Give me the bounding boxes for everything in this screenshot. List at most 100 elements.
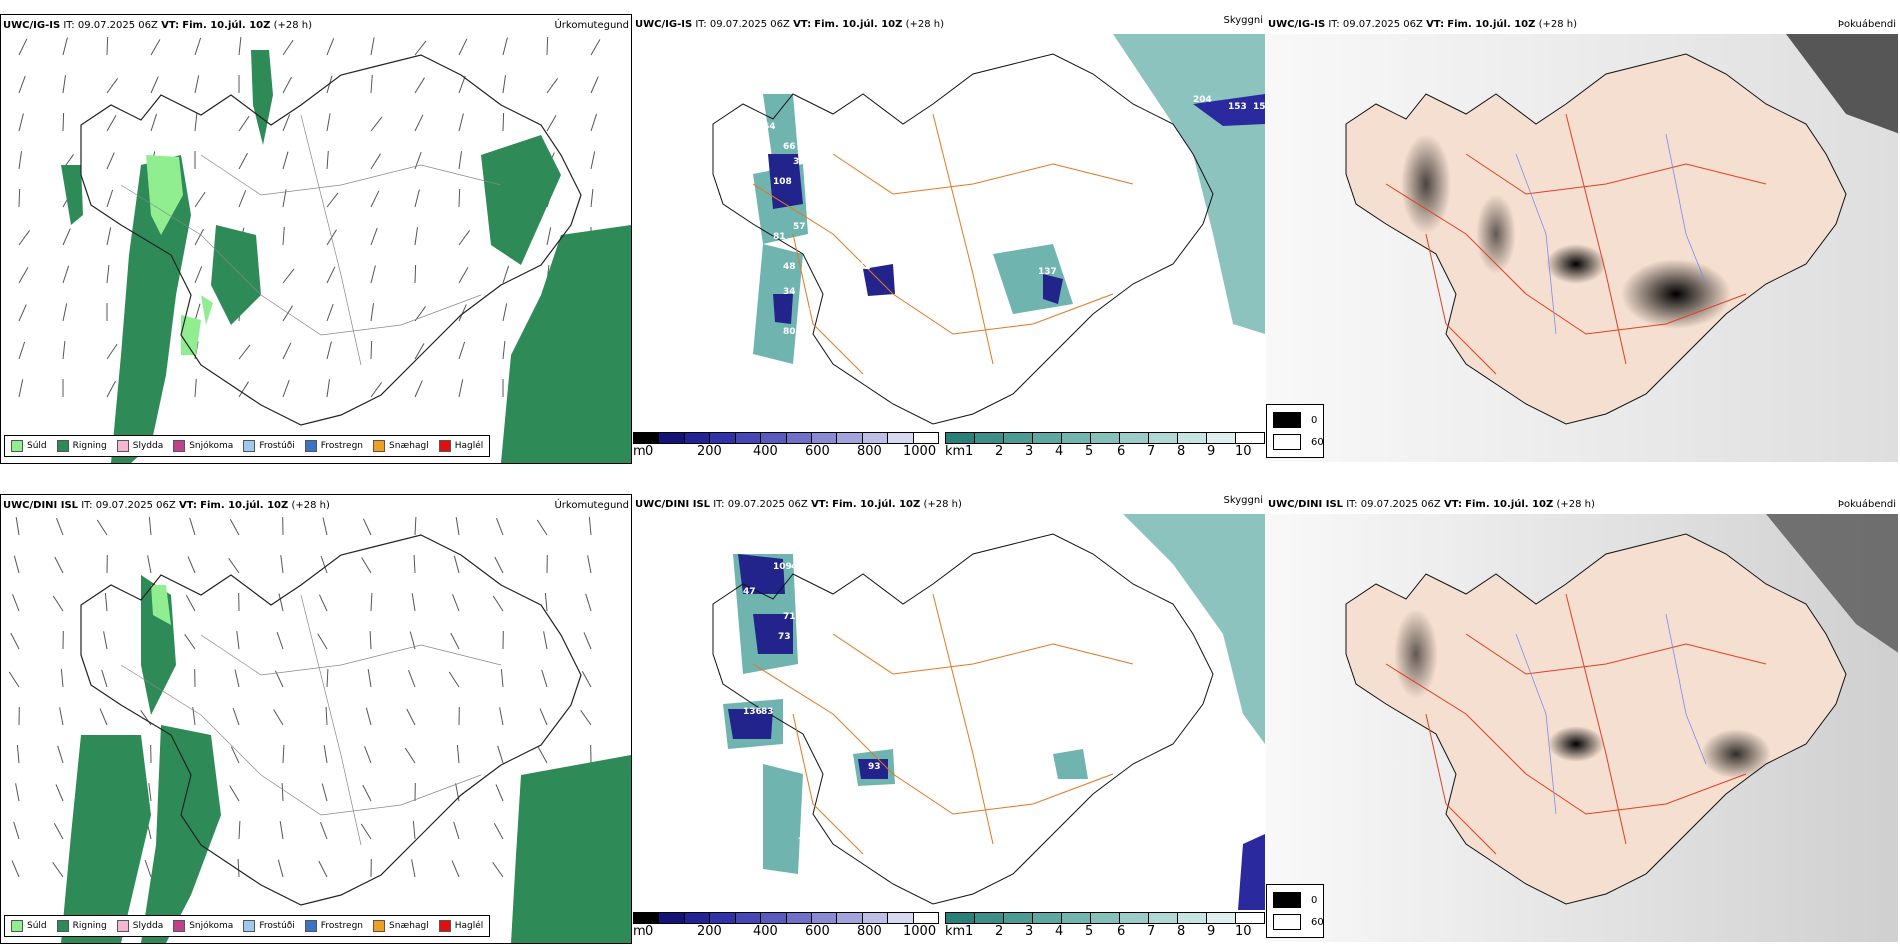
valid-time: Fim. 10.júl. 10Z xyxy=(200,500,289,511)
wind-barb xyxy=(282,744,285,764)
wind-barb xyxy=(278,593,284,612)
wind-barb xyxy=(502,75,506,94)
wind-barb xyxy=(326,668,329,688)
wind-barb xyxy=(238,381,249,398)
wind-barb xyxy=(52,862,64,878)
wind-barb xyxy=(581,671,592,688)
panel-header: UWC/IG-IS IT: 09.07.2025 06Z VT: Fim. 10… xyxy=(1268,18,1896,32)
visibility-value-label: 70 xyxy=(928,249,941,259)
vis-low-patches xyxy=(728,554,888,779)
fog-legend-swatch xyxy=(1273,892,1301,908)
legend-label: Súld xyxy=(27,921,47,931)
wind-barb xyxy=(414,77,425,94)
wind-barb xyxy=(458,113,464,132)
wind-barb xyxy=(588,517,592,536)
legend-label: Snjókoma xyxy=(189,441,234,451)
wind-barb xyxy=(52,595,64,612)
colorbar-step xyxy=(1062,433,1091,443)
wind-barb xyxy=(8,671,20,688)
wind-barb xyxy=(502,112,505,132)
wind-barb xyxy=(150,113,158,132)
wind-barb xyxy=(238,344,251,360)
colorbar-step xyxy=(1149,433,1178,443)
colorbar-step xyxy=(1178,433,1207,443)
wind-barb xyxy=(280,555,284,574)
legend-swatch xyxy=(438,920,451,932)
wind-barb xyxy=(13,555,20,574)
visibility-tick: 4 xyxy=(1055,444,1064,459)
visibility-value-label: 93 xyxy=(868,762,881,772)
init-time: 09.07.2025 06Z xyxy=(1342,19,1423,30)
wind-barb xyxy=(458,151,462,170)
wind-barb xyxy=(106,115,117,132)
legend-item: Frostregn xyxy=(304,920,363,932)
wind-barb xyxy=(590,151,596,170)
rivers xyxy=(1515,613,1707,815)
cloud-base-tick: 800 xyxy=(857,444,882,459)
colorbar-step xyxy=(659,913,685,923)
visibility-value-label: 137 xyxy=(1038,267,1057,277)
rain-areas xyxy=(61,50,631,463)
it-label: IT: xyxy=(1328,19,1340,30)
colorbar-step xyxy=(946,913,975,923)
visibility-tick: 6 xyxy=(1117,444,1126,459)
wind-barb xyxy=(106,343,118,360)
wind-barb xyxy=(228,558,240,574)
legend-item: Slydda xyxy=(116,440,164,452)
wind-barb xyxy=(194,75,200,94)
wind-barb xyxy=(150,76,159,94)
wind-barbs xyxy=(18,36,602,398)
product-name: Þokuábendi xyxy=(1837,499,1896,510)
wind-barb xyxy=(282,114,291,132)
wind-barb xyxy=(238,190,247,208)
colorbar-step xyxy=(1004,913,1033,923)
legend-label: Slydda xyxy=(132,441,164,451)
vt-label: VT: xyxy=(1426,19,1445,30)
panel-header: UWC/IG-IS IT: 09.07.2025 06Z VT: Fim. 10… xyxy=(3,19,629,33)
wind-barb xyxy=(583,632,592,650)
wind-barb xyxy=(326,379,330,398)
roads xyxy=(1385,593,1767,855)
legend-item: Snjókoma xyxy=(173,920,233,932)
wind-barb xyxy=(546,227,552,246)
colorbar-step xyxy=(888,913,914,923)
init-time: 09.07.2025 06Z xyxy=(95,500,176,511)
visibility-value-label: 65 xyxy=(873,257,886,267)
visibility-value-label: 83 xyxy=(761,707,774,717)
valid-time: Fim. 10.júl. 10Z xyxy=(1465,499,1554,510)
visibility-tick: 4 xyxy=(1055,924,1064,939)
legend-label: Haglél xyxy=(454,441,484,451)
visibility-unit: km xyxy=(945,924,966,939)
wind-barb xyxy=(106,152,115,170)
product-name: Skyggni xyxy=(1223,495,1263,506)
legend-item: Snjókoma xyxy=(173,440,233,452)
wind-barb xyxy=(493,823,504,840)
legend-label: Snjókoma xyxy=(189,921,234,931)
fog-index-legend: 0 60 xyxy=(1266,404,1324,458)
roads xyxy=(120,114,502,366)
wind-barb xyxy=(326,113,331,132)
wind-barb xyxy=(546,78,559,94)
cloud-base-tick: 800 xyxy=(857,924,882,939)
wind-barb xyxy=(238,152,248,170)
fog-legend-label: 0 xyxy=(1311,414,1318,426)
wind-barb xyxy=(543,631,548,650)
wind-barb xyxy=(458,379,464,398)
wind-barb xyxy=(18,304,27,322)
wind-barb xyxy=(62,228,71,246)
wind-barb xyxy=(414,343,425,360)
wind-barb xyxy=(326,266,336,284)
wind-barb xyxy=(370,382,383,398)
wind-barb xyxy=(18,341,26,360)
wind-barb xyxy=(370,190,380,208)
colorbar-step xyxy=(735,913,762,923)
model-name: UWC/DINI ISL xyxy=(3,500,79,511)
wind-barb xyxy=(18,188,21,208)
roads xyxy=(752,593,1134,855)
wind-barb xyxy=(62,112,65,132)
wind-barb xyxy=(106,265,110,284)
cloud-base-colorbar xyxy=(633,432,939,444)
fog-legend-label: 0 xyxy=(1311,894,1318,906)
vt-label: VT: xyxy=(793,19,812,30)
legend-item: Súld xyxy=(11,920,47,932)
